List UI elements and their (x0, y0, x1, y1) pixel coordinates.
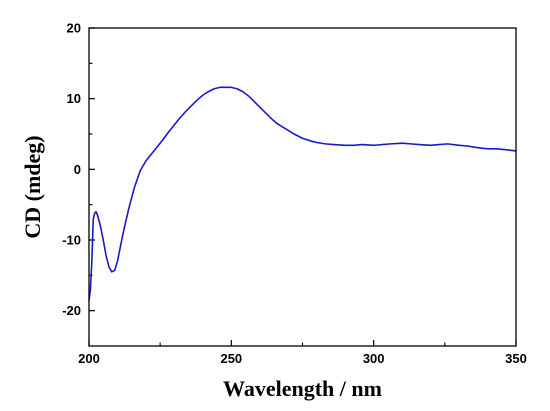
x-tick-label-250: 250 (220, 351, 242, 366)
y-tick-label-10: 10 (67, 91, 81, 106)
x-tick-label-200: 200 (78, 351, 100, 366)
x-tick-label-300: 300 (363, 351, 385, 366)
y-tick-label--20: -20 (62, 303, 81, 318)
x-axis-tick-labels: 200 250 300 350 (78, 351, 527, 366)
y-tick-label-20: 20 (67, 21, 81, 36)
y-axis-title: CD (mdeg) (20, 135, 45, 238)
y-tick-label--10: -10 (62, 233, 81, 248)
series-line (88, 86, 517, 301)
x-axis-ticks (88, 340, 517, 346)
y-axis-tick-labels: -20 -10 0 10 20 (62, 21, 81, 319)
y-tick-label-0: 0 (74, 162, 81, 177)
x-tick-label-350: 350 (505, 351, 527, 366)
x-axis-title: Wavelength / nm (223, 376, 382, 401)
plot-frame (88, 27, 517, 347)
